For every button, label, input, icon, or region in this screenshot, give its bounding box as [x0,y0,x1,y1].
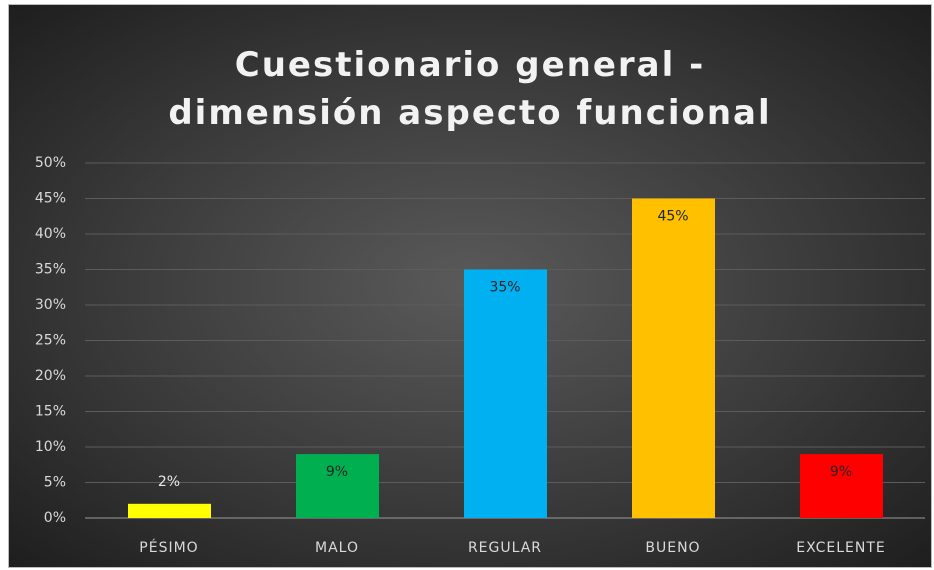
bar [296,454,379,518]
x-tick-label: REGULAR [468,540,542,556]
y-tick-label: 40% [35,226,66,242]
data-label: 35% [489,280,520,296]
y-tick-label: 10% [35,439,66,455]
data-label: 9% [830,464,852,480]
x-tick-label: EXCELENTE [796,540,886,556]
x-tick-label: PÉSIMO [139,539,198,556]
y-tick-label: 35% [35,262,66,278]
bar [128,503,211,518]
bar [464,269,547,518]
y-tick-label: 5% [44,475,66,491]
bar [632,198,715,518]
bar [800,454,883,518]
x-tick-label: BUENO [645,540,700,556]
chart-title: Cuestionario general - dimensión aspecto… [168,45,772,133]
y-tick-label: 0% [44,510,66,526]
y-tick-label: 45% [35,191,66,207]
y-tick-label: 15% [35,404,66,420]
y-tick-label: 30% [35,297,66,313]
data-label: 9% [326,464,348,480]
x-tick-label: MALO [315,540,359,556]
y-tick-label: 20% [35,368,66,384]
y-tick-label: 25% [35,333,66,349]
y-tick-label: 50% [35,155,66,171]
data-label: 45% [657,209,688,225]
data-label: 2% [158,474,180,490]
